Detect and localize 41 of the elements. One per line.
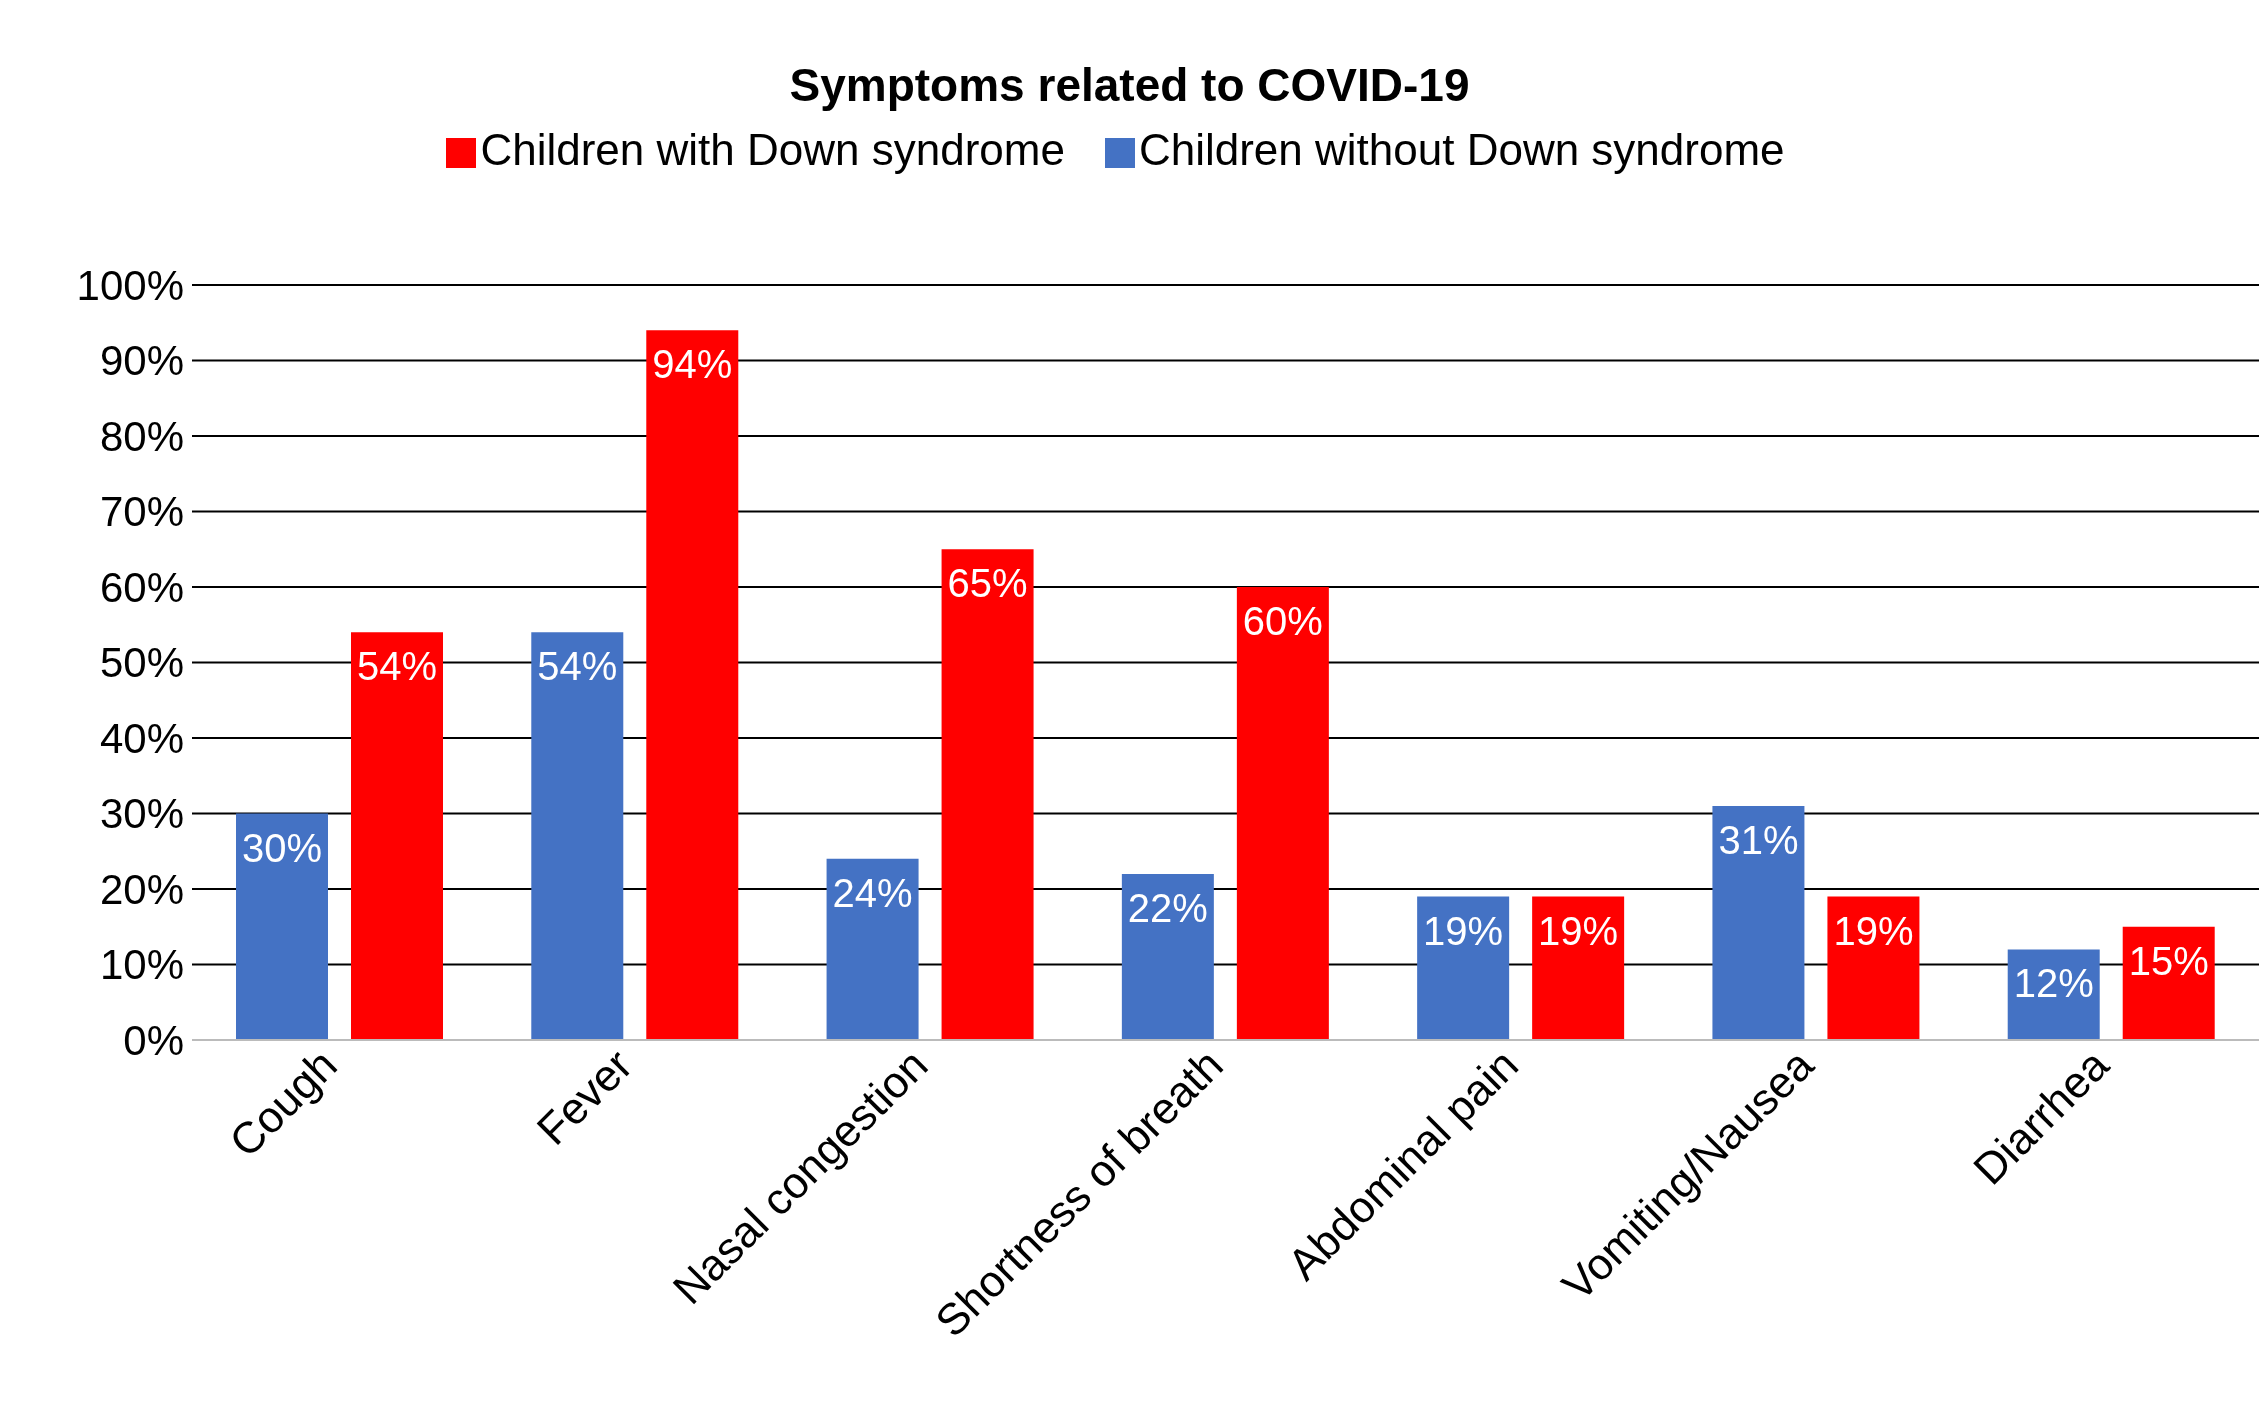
y-tick-label: 30% bbox=[99, 790, 184, 838]
data-label: 15% bbox=[2128, 938, 2209, 983]
data-label: 22% bbox=[1127, 885, 1208, 930]
bar bbox=[941, 549, 1034, 1040]
data-label: 54% bbox=[537, 644, 618, 689]
y-tick-label: 60% bbox=[99, 563, 184, 611]
bar bbox=[646, 330, 739, 1040]
bar bbox=[1827, 896, 1920, 1040]
bar bbox=[531, 632, 624, 1040]
bar bbox=[826, 858, 919, 1040]
bar bbox=[1532, 896, 1625, 1040]
legend-label: Children with Down syndrome bbox=[480, 125, 1065, 174]
data-label: 94% bbox=[652, 342, 733, 387]
bar bbox=[351, 632, 443, 1040]
bar bbox=[1417, 896, 1510, 1040]
data-label: 12% bbox=[2013, 961, 2094, 1006]
bar bbox=[2122, 926, 2215, 1040]
data-label: 31% bbox=[1718, 817, 1799, 862]
y-tick-label: 90% bbox=[99, 337, 184, 385]
y-tick-label: 50% bbox=[99, 639, 184, 687]
bar bbox=[1712, 805, 1805, 1040]
legend-label: Children without Down syndrome bbox=[1138, 125, 1785, 174]
bar bbox=[1236, 587, 1329, 1040]
bar bbox=[1121, 873, 1214, 1040]
bar bbox=[236, 813, 328, 1040]
data-label: 19% bbox=[1423, 908, 1504, 953]
y-tick-label: 100% bbox=[76, 261, 184, 309]
y-tick-label: 0% bbox=[123, 1016, 184, 1064]
y-tick-label: 40% bbox=[99, 714, 184, 762]
data-label: 24% bbox=[832, 870, 913, 915]
y-tick-label: 20% bbox=[99, 865, 184, 913]
data-label: 30% bbox=[241, 825, 323, 870]
data-label: 60% bbox=[1242, 599, 1323, 643]
data-label: 65% bbox=[947, 561, 1028, 606]
chart-title: Symptoms related to COVID-19 bbox=[788, 58, 1471, 112]
data-label: 19% bbox=[1833, 908, 1914, 953]
y-tick-label: 10% bbox=[99, 941, 184, 989]
data-label: 54% bbox=[356, 644, 438, 689]
y-tick-label: 80% bbox=[99, 412, 184, 460]
data-label: 19% bbox=[1538, 908, 1619, 953]
y-tick-label: 70% bbox=[99, 488, 184, 536]
